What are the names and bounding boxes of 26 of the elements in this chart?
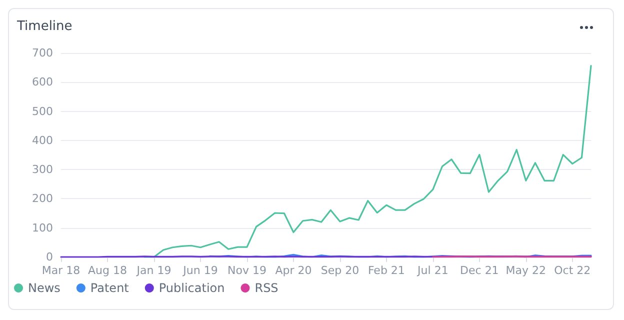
x-tick-label: Apr 20 xyxy=(275,264,312,277)
x-tick-label: Nov 19 xyxy=(227,264,266,277)
y-tick-label: 700 xyxy=(32,46,53,60)
chart-title: Timeline xyxy=(17,19,72,34)
x-tick-label: Dec 21 xyxy=(460,264,499,277)
legend-label: News xyxy=(28,281,60,295)
y-tick-label: 100 xyxy=(32,221,53,234)
x-tick-label: Jun 19 xyxy=(182,264,218,277)
y-tick-label: 0 xyxy=(46,250,53,264)
y-tick-label: 400 xyxy=(32,134,53,147)
y-tick-label: 600 xyxy=(32,76,53,89)
y-tick-label: 500 xyxy=(32,104,53,118)
legend-label: Patent xyxy=(90,281,130,295)
x-tick-label: Jan 19 xyxy=(136,264,172,277)
line-series xyxy=(144,65,592,258)
x-tick-label: Jul 21 xyxy=(416,264,448,277)
x-tick-label: Aug 18 xyxy=(88,264,127,277)
x-tick-label: Feb 21 xyxy=(368,264,405,277)
y-tick-label: 300 xyxy=(32,163,53,176)
legend-label: RSS xyxy=(254,281,278,295)
x-tick-label: Oct 22 xyxy=(554,264,591,277)
legend-label: Publication xyxy=(158,281,225,295)
y-tick-label: 200 xyxy=(32,192,53,206)
x-tick-label: Mar 18 xyxy=(42,264,80,277)
x-tick-label: May 22 xyxy=(506,264,546,277)
x-tick-label: Sep 20 xyxy=(320,264,360,277)
